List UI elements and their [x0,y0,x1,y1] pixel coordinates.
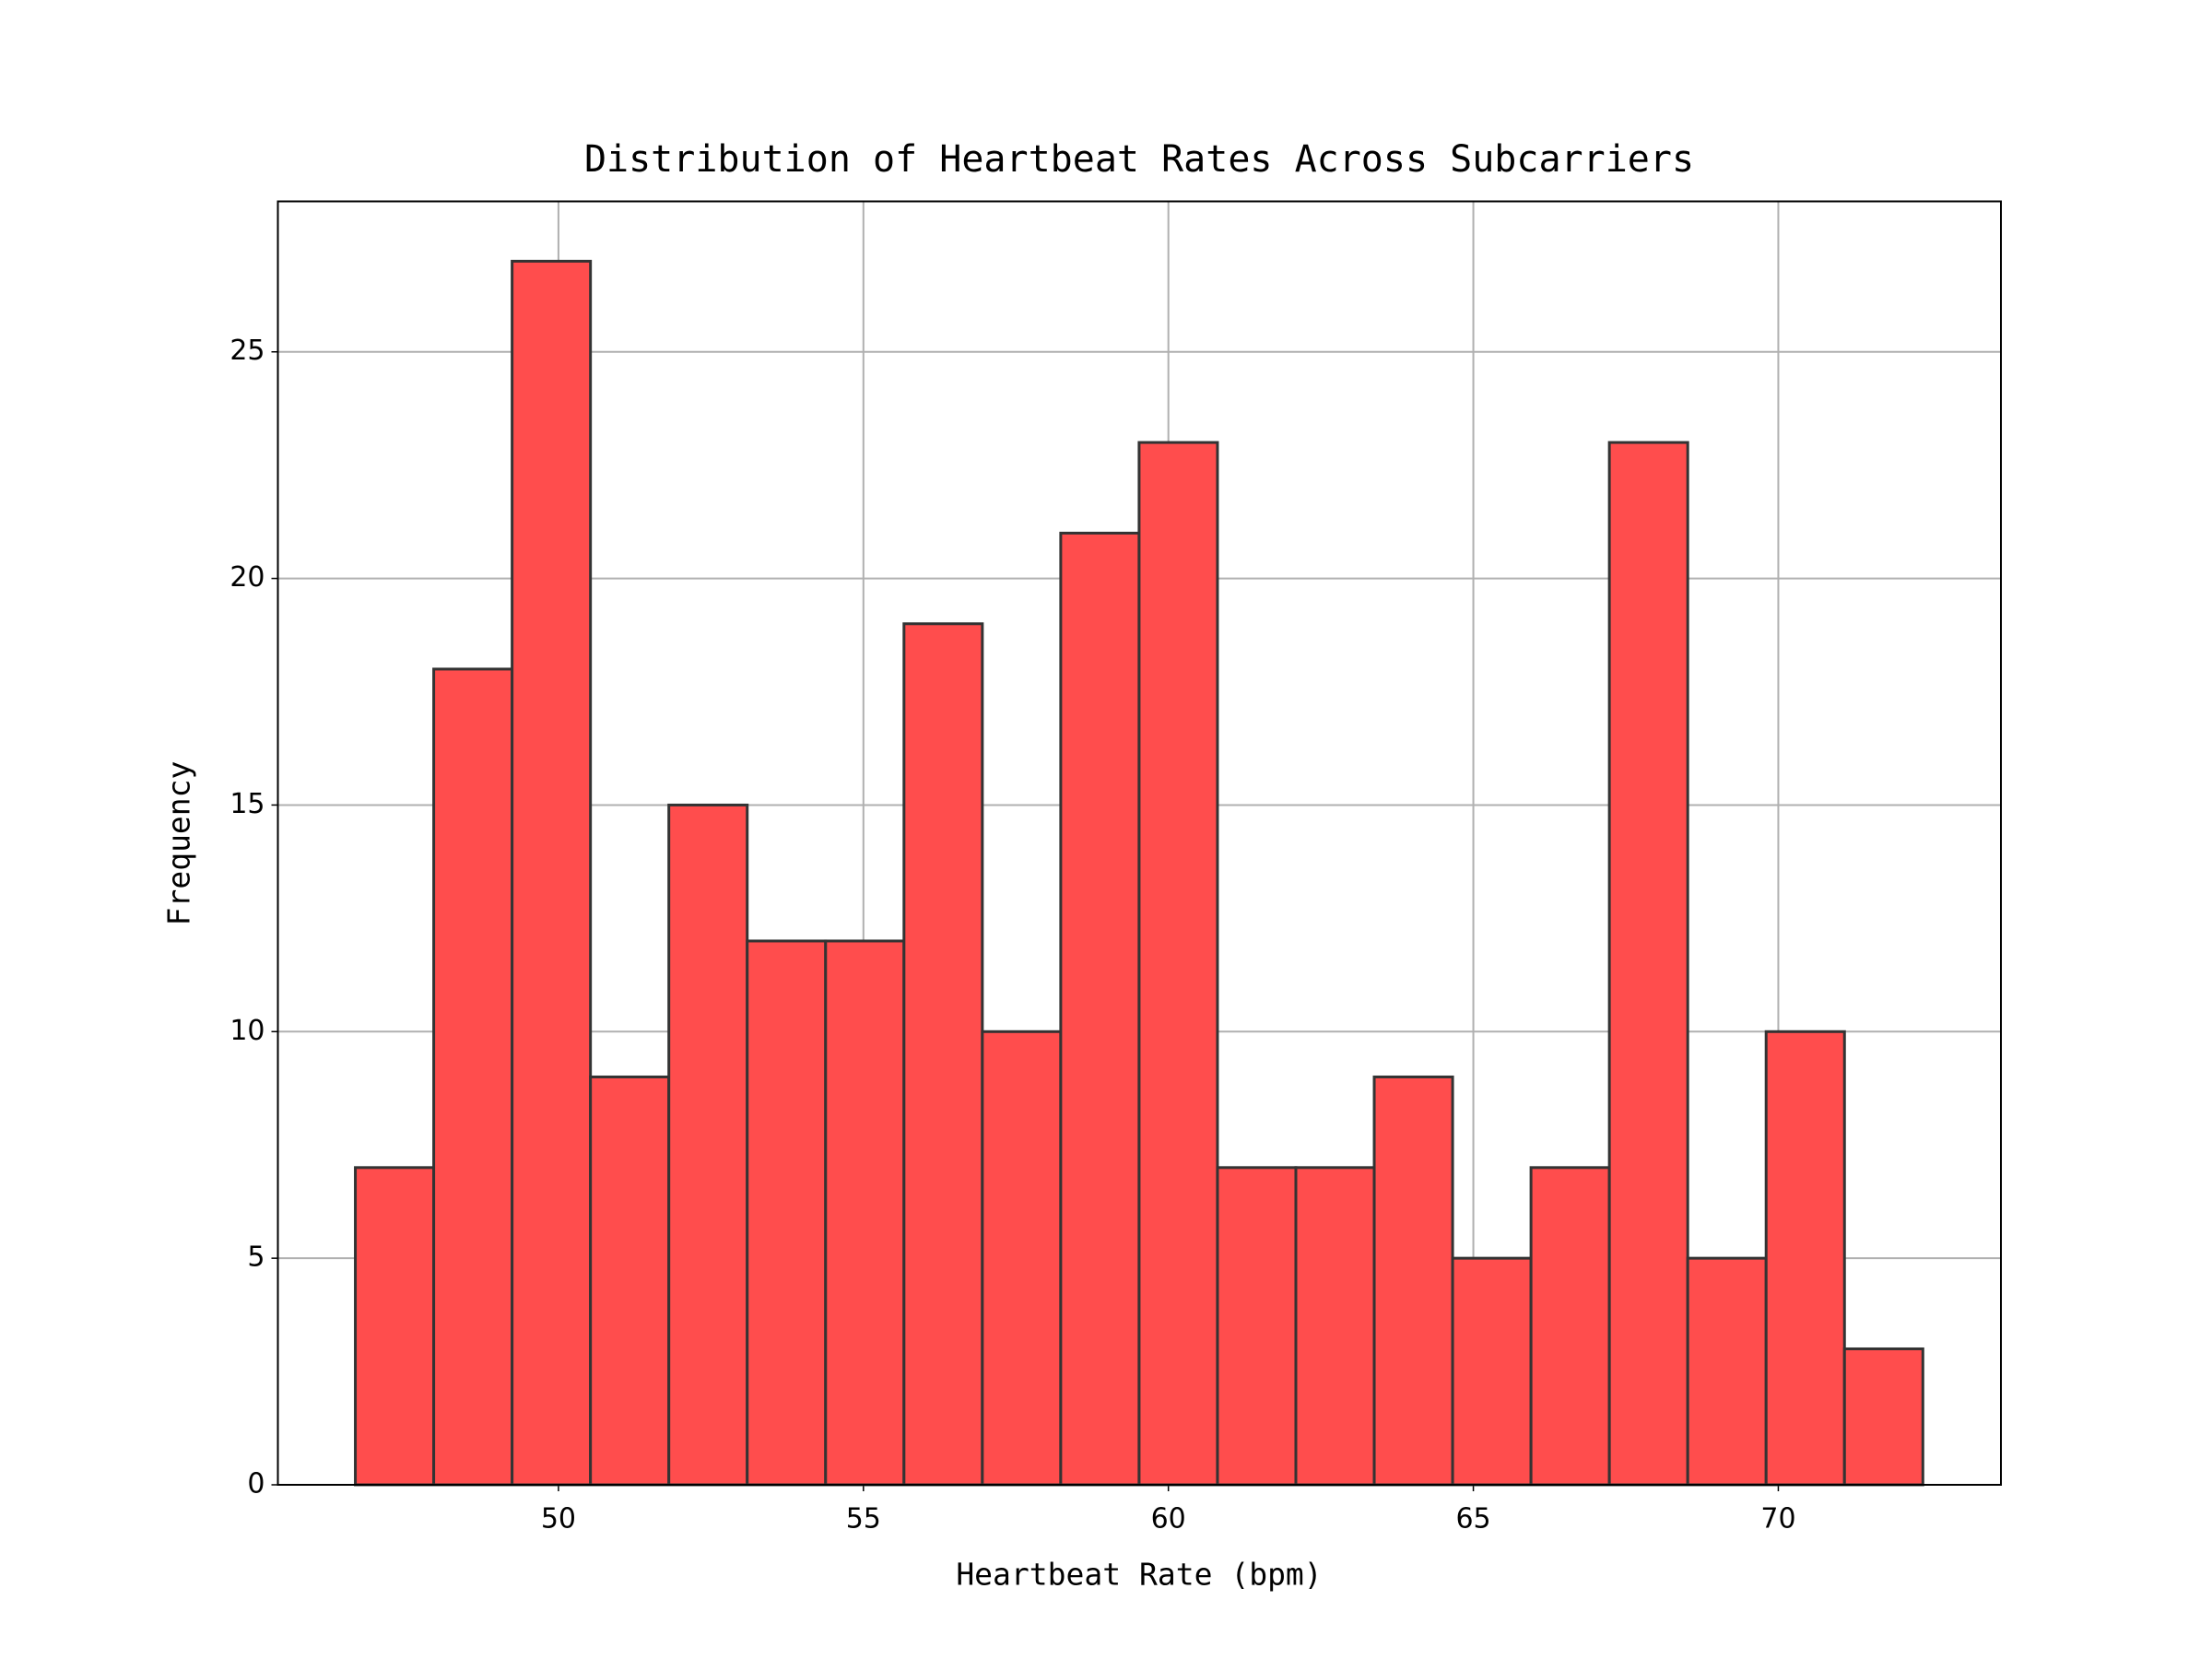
y-axis-label: Frequency [161,761,197,926]
bar [902,622,984,1487]
plot-frame [276,200,2002,1486]
x-tick-label: 60 [1151,1503,1186,1535]
bar [1842,1347,1924,1487]
bar [1372,1075,1454,1487]
y-tick-label: 10 [229,1015,265,1047]
x-tick-label: 70 [1760,1503,1795,1535]
bar [511,259,593,1487]
y-tick-label: 15 [229,788,265,820]
bar [589,1075,671,1487]
y-tick-label: 20 [229,561,265,594]
bar [1529,1166,1611,1487]
x-tick-label: 65 [1455,1503,1490,1535]
bar [824,939,906,1487]
chart-title: Distribution of Heartbeat Rates Across S… [584,138,1694,181]
y-tick-label: 25 [229,335,265,367]
bar [746,939,828,1487]
y-tick-label: 0 [247,1468,265,1500]
x-axis-label: Heartbeat Rate (bpm) [956,1557,1322,1593]
x-tick-label: 50 [541,1503,576,1535]
bar [1451,1256,1533,1487]
bar [1764,1030,1846,1487]
x-tick-label: 55 [846,1503,881,1535]
bar [981,1030,1063,1487]
bar [1686,1256,1768,1487]
bar [432,667,514,1487]
bar [1059,531,1141,1487]
bar [667,803,749,1487]
bar [1137,441,1219,1487]
bar [354,1166,436,1487]
bar [1607,441,1689,1487]
y-tick-label: 5 [247,1241,265,1274]
bar [1294,1166,1376,1487]
bar [1216,1166,1298,1487]
